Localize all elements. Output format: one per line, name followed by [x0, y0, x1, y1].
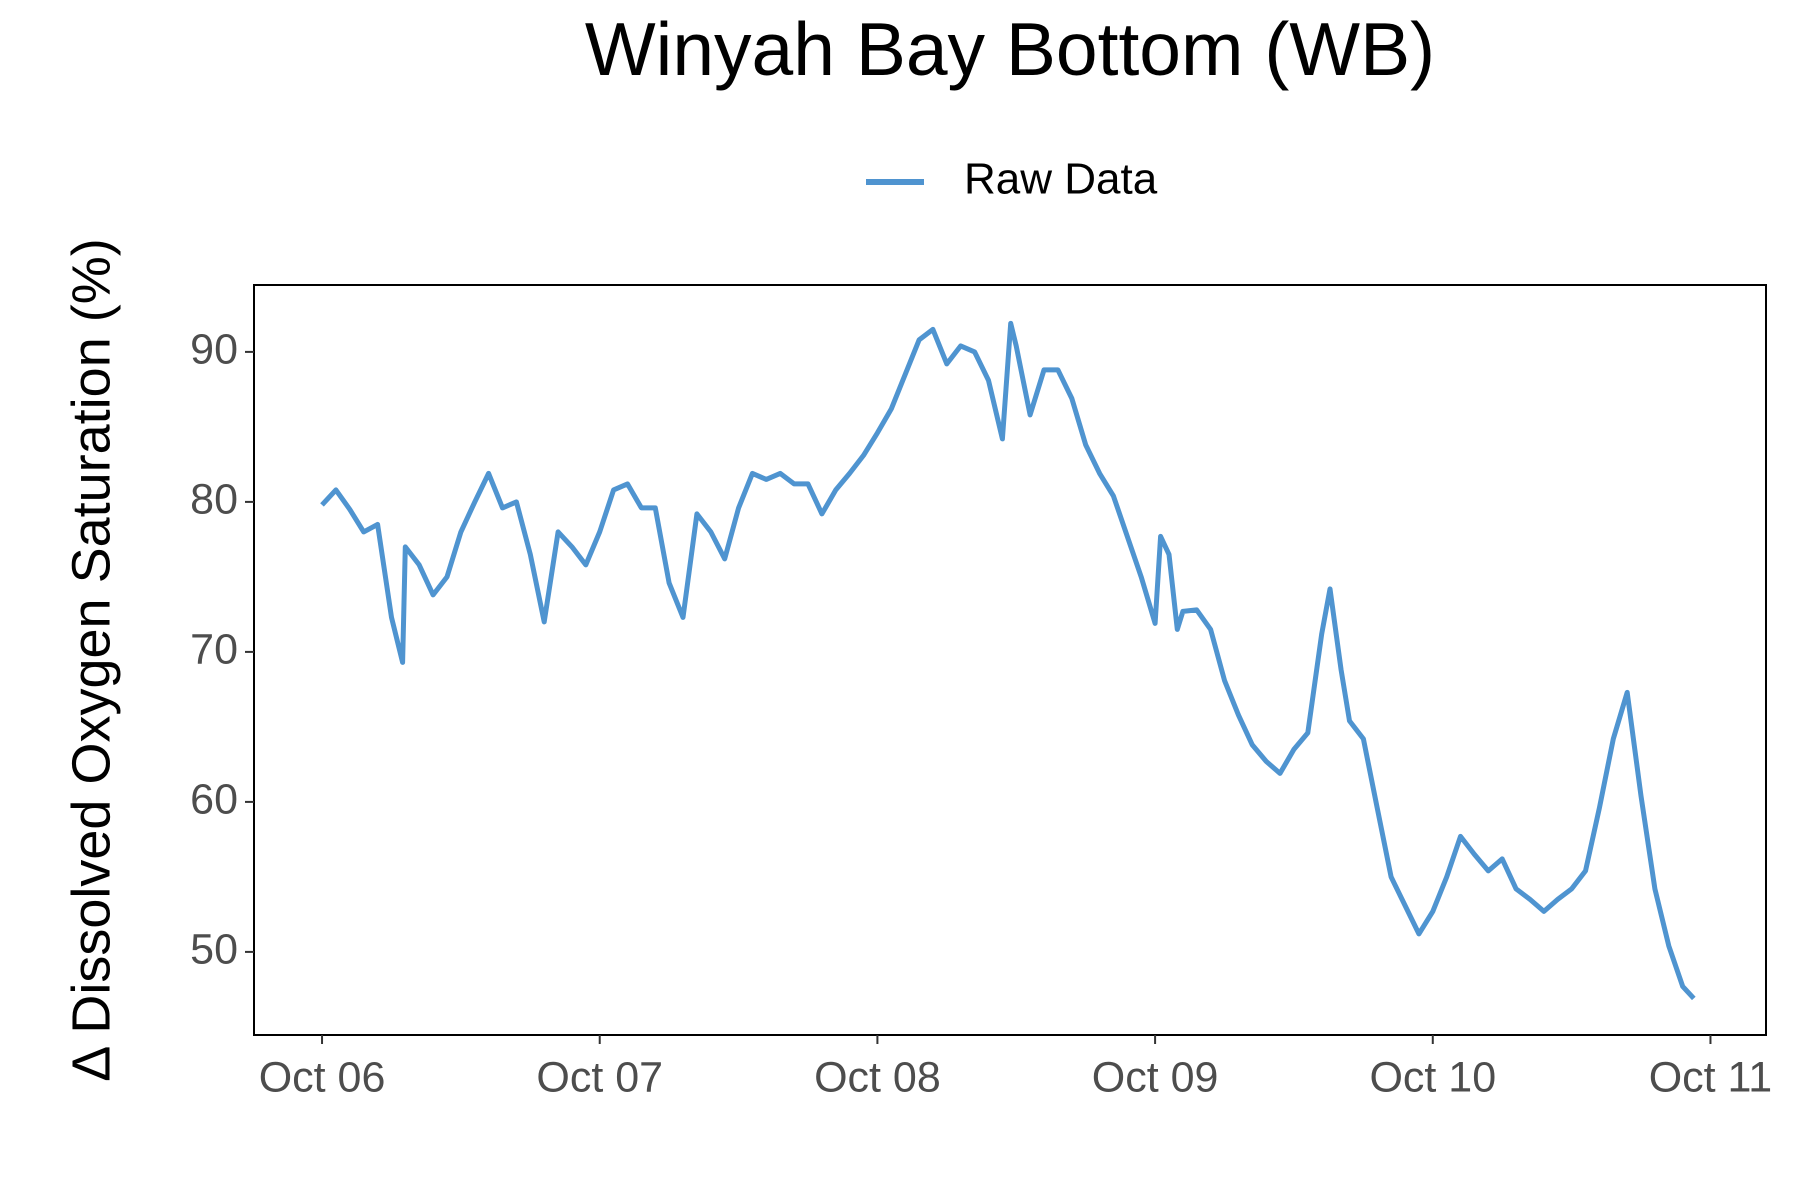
x-tick-label: Oct 06	[259, 1053, 386, 1101]
x-tick-label: Oct 08	[814, 1053, 941, 1101]
plot-frame	[253, 284, 1767, 1036]
chart-title: Winyah Bay Bottom (WB)	[585, 7, 1435, 91]
x-tick-label: Oct 10	[1369, 1053, 1496, 1101]
data-line	[320, 320, 1696, 1001]
y-tick-label: 60	[190, 775, 238, 823]
y-axis-label: Δ Dissolved Oxygen Saturation (%)	[61, 238, 121, 1081]
x-tick-label: Oct 11	[1649, 1053, 1772, 1101]
legend-label: Raw Data	[964, 155, 1158, 204]
y-tick-label: 90	[190, 325, 238, 373]
x-tick-label: Oct 07	[536, 1053, 663, 1101]
x-tick-label: Oct 09	[1092, 1053, 1219, 1101]
y-tick-label: 70	[190, 625, 238, 673]
y-tick-label: 80	[190, 475, 238, 523]
y-tick-label: 50	[190, 925, 238, 973]
